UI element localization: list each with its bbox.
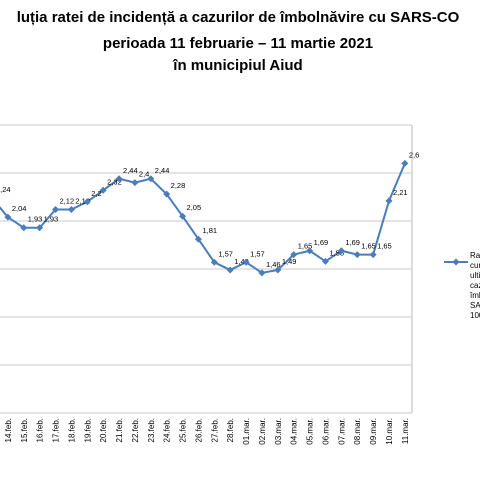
data-label: 1,65 [377,242,392,251]
x-tick-label: 17.feb. [52,418,61,442]
x-tick-label: 25.feb. [179,418,188,442]
x-tick-label: 16.feb. [36,418,45,442]
x-tick-label: 26.feb. [194,418,203,442]
x-tick-label: 20.feb. [99,418,108,442]
data-label: 1,57 [218,249,233,258]
data-point [353,251,361,259]
legend-label: RatcurulticazîmbSAR100 [469,251,480,320]
data-point [401,159,409,167]
x-tick-label: 21.feb. [115,418,124,442]
data-line [0,163,406,274]
x-tick-label: 28.feb. [226,418,235,442]
x-tick-label: 11.mar. [401,418,410,444]
x-tick-label: 24.feb. [163,418,172,442]
data-label: 1,65 [298,242,313,251]
x-tick-label: 10.mar. [385,418,394,445]
data-label: 2,44 [155,166,170,175]
data-label: 1,69 [345,238,360,247]
data-point [194,235,202,243]
data-point [131,179,139,187]
data-label: 2,44 [123,166,138,175]
x-tick-label: 08.mar. [353,418,362,445]
data-point [179,212,187,220]
data-point [163,190,171,198]
data-point [242,258,250,266]
data-label: 2,2 [91,189,101,198]
data-label: 2,21 [393,188,408,197]
data-label: 1,93 [44,215,59,224]
data-point [210,258,218,266]
chart-title: perioada 11 februarie – 11 martie 2021 [103,35,373,52]
data-label: 1,46 [266,260,281,269]
x-tick-label: 02.mar. [258,418,267,445]
data-point [147,175,155,183]
data-label: 2,24 [0,185,11,194]
data-point [67,205,75,213]
chart-title: în municipiul Aiud [172,57,302,74]
x-tick-label: 23.feb. [147,418,156,442]
data-point [369,251,377,259]
x-tick-label: 19.feb. [83,418,92,442]
data-label: 1,65 [361,242,376,251]
data-point [258,269,266,277]
data-label: 2,32 [107,177,122,186]
data-point [274,266,282,274]
data-label: 2,04 [12,204,27,213]
data-label: 2,28 [171,181,186,190]
data-point [115,175,123,183]
data-point [99,186,107,194]
data-point [306,247,314,255]
data-point [52,205,60,213]
x-tick-label: 03.mar. [274,418,283,445]
x-tick-label: 15.feb. [20,418,29,442]
data-label: 1,57 [250,249,265,258]
data-label: 1,49 [282,257,297,266]
data-label: 2,6 [409,150,419,159]
data-point [226,266,234,274]
x-tick-label: 09.mar. [369,418,378,445]
data-point [36,224,44,232]
chart-title: luția ratei de incidență a cazurilor de … [17,9,460,26]
data-label: 1,49 [234,257,249,266]
data-label: 2,12 [60,196,75,205]
data-label: 1,81 [202,226,217,235]
x-tick-label: 05.mar. [306,418,315,445]
data-point [385,197,393,205]
x-tick-label: 01.mar. [242,418,251,445]
data-point [4,213,12,221]
x-tick-label: 27.feb. [210,418,219,442]
data-point [20,224,28,232]
x-tick-label: 18.feb. [67,418,76,442]
data-point [290,251,298,259]
data-label: 1,93 [28,215,43,224]
x-tick-label: 04.mar. [290,418,299,445]
data-label: 1,69 [314,238,329,247]
data-point [337,247,345,255]
data-point [83,198,91,206]
data-point [321,257,329,265]
x-tick-label: 07.mar. [337,418,346,445]
x-tick-label: 06.mar. [321,418,330,445]
data-label: 2,05 [187,203,202,212]
legend-marker [452,258,460,266]
data-label: 1,58 [329,248,344,257]
data-label: 2,12 [75,196,90,205]
x-tick-label: 22.feb. [131,418,140,442]
x-tick-label: 14.feb. [4,418,13,442]
data-label: 2,4 [139,170,149,179]
